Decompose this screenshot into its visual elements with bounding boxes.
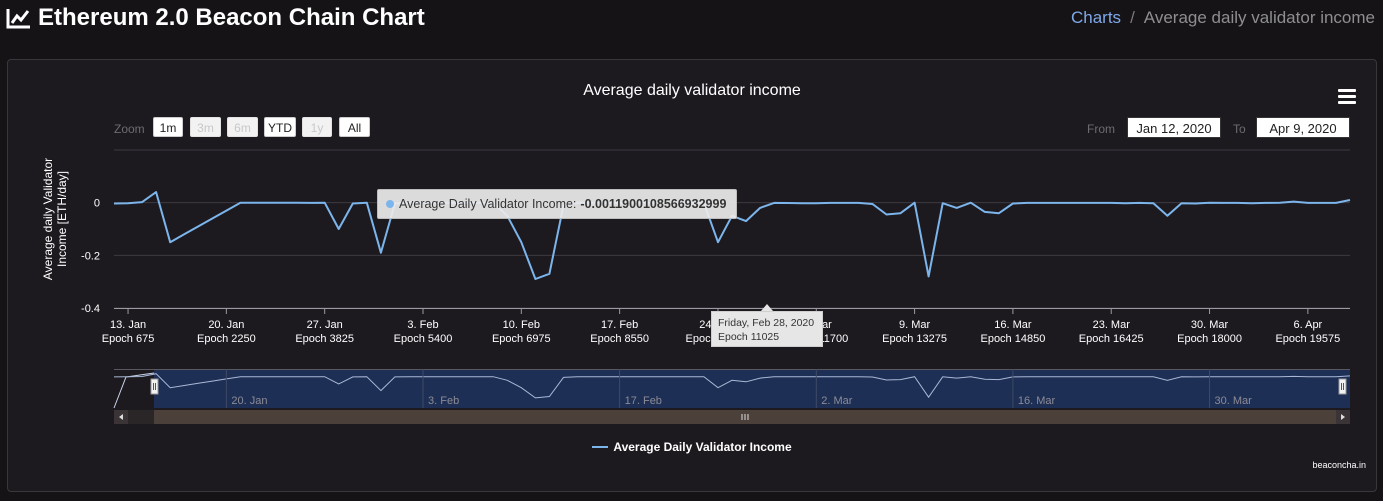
to-label: To <box>1233 122 1246 136</box>
x-tick-date: 23. Mar <box>1093 319 1131 331</box>
x-tick-date: 9. Mar <box>899 319 931 331</box>
y-tick-label: -0.2 <box>81 250 100 262</box>
chart-canvas: 0 -0.2 -0.4 Average daily ValidatorIncome [… <box>41 149 1351 424</box>
tooltip-value: -0.0011900108566932999 <box>580 197 727 211</box>
navigator-series-line <box>113 373 1351 399</box>
zoom-1y-button[interactable]: 1y <box>302 117 332 137</box>
x-tick-epoch: Epoch 2250 <box>197 333 256 345</box>
navigator-tick-label: 17. Feb <box>625 395 662 407</box>
navigator-tick-label: 2. Mar <box>821 395 853 407</box>
y-axis-title: Average daily ValidatorIncome [ETH/day] <box>41 158 69 280</box>
page-title: Ethereum 2.0 Beacon Chain Chart <box>6 4 425 32</box>
breadcrumb: Charts / Average daily validator income <box>1071 8 1375 28</box>
chart-title: Average daily validator income <box>583 82 801 99</box>
tooltip-series-dot <box>386 200 394 208</box>
x-tick-date: 30. Mar <box>1191 319 1229 331</box>
zoom-all-button[interactable]: All <box>339 117 370 137</box>
navigator-tick-label: 16. Mar <box>1018 395 1056 407</box>
x-tick-date: 16. Mar <box>994 319 1032 331</box>
x-tick-epoch: Epoch 18000 <box>1177 333 1242 345</box>
x-tick-epoch: Epoch 13275 <box>882 333 947 345</box>
scroll-right-arrow-icon <box>1341 414 1345 420</box>
x-tick-epoch: Epoch 675 <box>102 333 155 345</box>
zoom-1m-button[interactable]: 1m <box>153 117 183 137</box>
chart-tooltip: Average Daily Validator Income: -0.00119… <box>377 189 738 219</box>
breadcrumb-charts-link[interactable]: Charts <box>1070 8 1122 27</box>
x-tick-epoch: Epoch 3825 <box>295 333 354 345</box>
crosshair-epoch: Epoch 11025 <box>718 331 780 343</box>
scroll-left-arrow-icon <box>119 414 123 420</box>
x-tick-epoch: Epoch 6975 <box>492 333 551 345</box>
navigator-left-handle[interactable] <box>150 378 159 395</box>
to-date-input[interactable]: Apr 9, 2020 <box>1256 117 1350 138</box>
navigator-tick-label: 20. Jan <box>231 395 267 407</box>
chart-credits[interactable]: beaconcha.in <box>1312 460 1366 470</box>
page-title-text: Ethereum 2.0 Beacon Chain Chart <box>38 4 425 31</box>
x-tick-epoch: Epoch 5400 <box>394 333 453 345</box>
breadcrumb-separator: / <box>1130 8 1135 27</box>
page-header: Ethereum 2.0 Beacon Chain Chart Charts /… <box>0 0 1383 40</box>
zoom-label: Zoom <box>114 122 145 136</box>
navigator-tick-label: 3. Feb <box>428 395 459 407</box>
from-date-input[interactable]: Jan 12, 2020 <box>1127 117 1221 138</box>
x-tick-date: 10. Feb <box>503 319 540 331</box>
crosshair-date: Friday, Feb 28, 2020 <box>718 317 815 329</box>
zoom-3m-button[interactable]: 3m <box>190 117 221 137</box>
x-tick-date: 13. Jan <box>110 319 146 331</box>
chart-card: 0 -0.2 -0.4 Average daily ValidatorIncome [… <box>7 59 1377 492</box>
x-tick-epoch: Epoch 16425 <box>1079 333 1144 345</box>
tooltip-series-label: Average Daily Validator Income: <box>399 197 577 211</box>
x-tick-date: 3. Feb <box>407 319 438 331</box>
x-tick-epoch: Epoch 14850 <box>980 333 1045 345</box>
x-tick-date: 20. Jan <box>208 319 244 331</box>
line-chart-icon <box>6 9 30 29</box>
x-tick-date: 6. Apr <box>1293 319 1322 331</box>
crosshair-label-arrow <box>761 304 773 311</box>
navigator-tick-label: 30. Mar <box>1215 395 1253 407</box>
crosshair-x-label: Friday, Feb 28, 2020 Epoch 11025 <box>711 311 823 347</box>
from-label: From <box>1087 122 1115 136</box>
chart-menu-icon[interactable] <box>1338 89 1356 107</box>
x-tick-date: 27. Jan <box>307 319 343 331</box>
navigator-right-handle[interactable] <box>1338 378 1347 395</box>
legend-line-symbol <box>592 446 609 448</box>
x-tick-epoch: Epoch 19575 <box>1275 333 1340 345</box>
zoom-6m-button[interactable]: 6m <box>227 117 258 137</box>
navigator-selected-range <box>154 369 1350 408</box>
chart-legend-item[interactable]: Average Daily Validator Income <box>8 440 1376 454</box>
legend-label: Average Daily Validator Income <box>613 440 792 454</box>
zoom-ytd-button[interactable]: YTD <box>264 117 296 137</box>
y-tick-label: -0.4 <box>81 303 100 315</box>
breadcrumb-current: Average daily validator income <box>1143 8 1375 27</box>
x-tick-date: 17. Feb <box>601 319 638 331</box>
y-tick-label: 0 <box>94 198 100 210</box>
x-tick-epoch: Epoch 8550 <box>590 333 649 345</box>
